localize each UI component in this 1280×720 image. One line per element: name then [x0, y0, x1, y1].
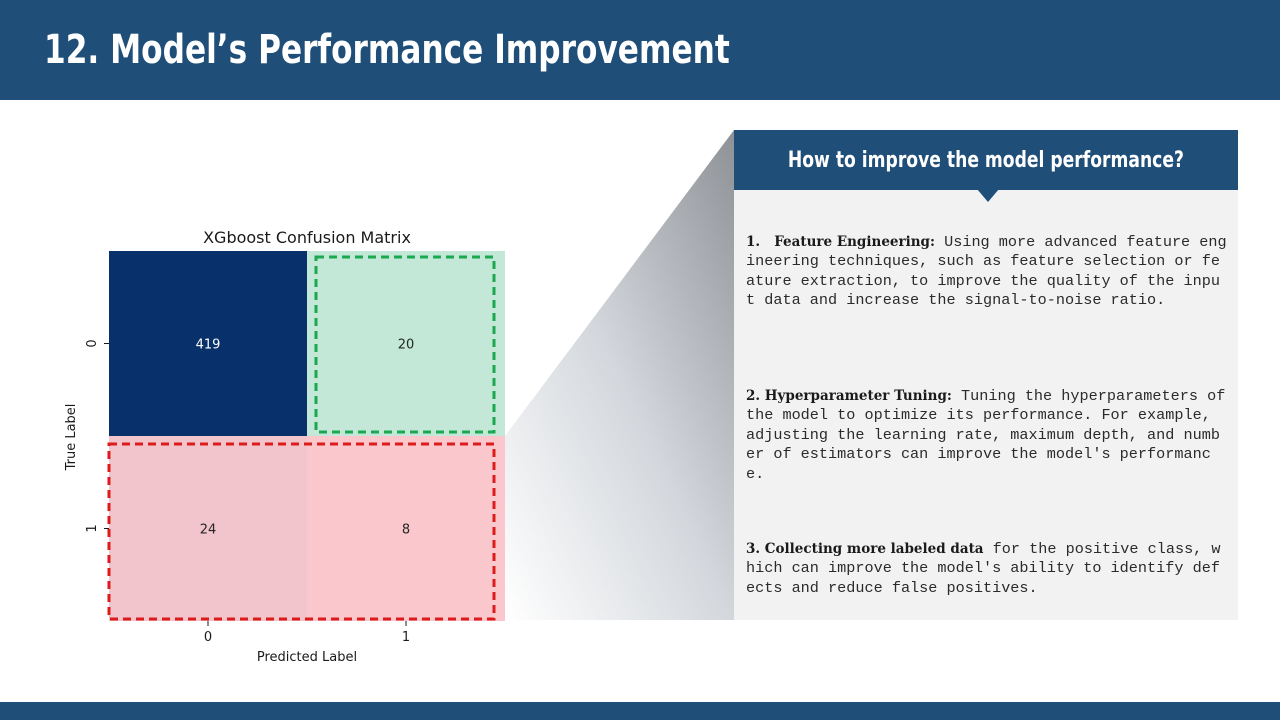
tip-text: Using more advanced feature engineering …	[746, 233, 1227, 310]
x-axis-label: Predicted Label	[257, 650, 357, 665]
slide-header: 12. Model’s Performance Improvement	[0, 0, 1280, 100]
tip-feature-engineering: 1. Feature Engineering: Using more advan…	[746, 233, 1228, 311]
matrix-cell-1-1	[307, 436, 505, 621]
improvement-panel: How to improve the model performance? 1.…	[734, 130, 1238, 620]
tip-text: Tuning the hyperparameters of the model …	[746, 387, 1235, 483]
matrix-cell-1-0	[109, 436, 307, 621]
x-tick-label: 0	[204, 630, 212, 645]
tip-heading: 1. Feature Engineering:	[746, 234, 935, 250]
y-tick-label: 1	[85, 524, 100, 532]
slide-footer	[0, 702, 1280, 720]
positive-row-highlight	[107, 442, 496, 621]
matrix-cell-value: 20	[398, 338, 415, 353]
slide-title: 12. Model’s Performance Improvement	[44, 27, 730, 73]
matrix-cell-value: 419	[196, 338, 221, 353]
panel-header-pointer	[977, 189, 999, 202]
matrix-highlights	[107, 255, 496, 621]
y-axis-label: True Label	[64, 404, 79, 472]
matrix-cell-0-0	[109, 251, 307, 436]
matrix-cell-value: 24	[200, 523, 217, 538]
tip-collect-labeled-data: 3. Collecting more labeled data for the …	[746, 540, 1228, 598]
tip-text: for the positive class, which can improv…	[746, 540, 1221, 597]
tip-heading: 2. Hyperparameter Tuning:	[746, 388, 952, 404]
panel-header: How to improve the model performance?	[734, 130, 1238, 190]
matrix-ticks: 0 1 0 1	[85, 339, 410, 645]
matrix-cell-0-1	[307, 251, 505, 436]
matrix-cell-value: 8	[402, 523, 410, 538]
y-tick-label: 0	[85, 339, 100, 347]
chart-title: XGboost Confusion Matrix	[203, 228, 411, 247]
matrix-cells: 419 20 24 8	[109, 251, 505, 621]
tip-heading: 3. Collecting more labeled data	[746, 541, 984, 557]
false-positive-highlight	[314, 255, 496, 434]
panel-title: How to improve the model performance?	[787, 147, 1185, 173]
tip-hyperparameter-tuning: 2. Hyperparameter Tuning: Tuning the hyp…	[746, 387, 1228, 484]
x-tick-label: 1	[402, 630, 410, 645]
